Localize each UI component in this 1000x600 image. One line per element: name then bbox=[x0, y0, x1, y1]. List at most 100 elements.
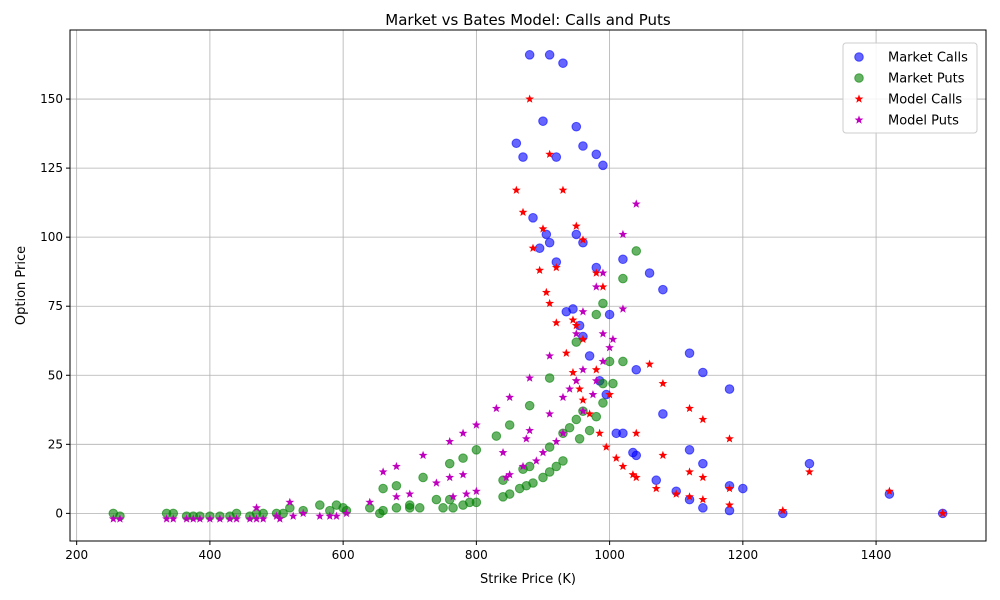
data-point bbox=[571, 414, 582, 425]
data-point bbox=[511, 138, 522, 149]
data-point bbox=[574, 434, 585, 444]
data-point bbox=[258, 514, 268, 523]
data-point bbox=[491, 431, 502, 441]
data-point bbox=[618, 461, 628, 471]
legend-box bbox=[842, 42, 978, 134]
data-point bbox=[618, 229, 628, 239]
data-point bbox=[578, 334, 588, 344]
data-point bbox=[418, 450, 428, 460]
data-point bbox=[445, 472, 455, 482]
data-point bbox=[225, 514, 235, 523]
data-point bbox=[445, 436, 455, 446]
data-point bbox=[578, 365, 588, 374]
data-point bbox=[315, 500, 325, 510]
data-point bbox=[631, 428, 641, 437]
data-point bbox=[725, 483, 734, 493]
data-point bbox=[591, 309, 602, 320]
data-point bbox=[561, 348, 571, 357]
data-point bbox=[578, 406, 588, 415]
data-point bbox=[608, 334, 618, 344]
data-point bbox=[524, 50, 535, 60]
legend-marker bbox=[854, 73, 864, 83]
x-tick-label: 800 bbox=[465, 548, 488, 562]
data-point bbox=[115, 514, 125, 523]
data-point bbox=[551, 152, 562, 162]
data-point bbox=[521, 434, 531, 443]
data-point bbox=[544, 467, 555, 477]
data-point bbox=[698, 367, 708, 378]
data-point bbox=[604, 356, 615, 367]
data-point bbox=[545, 298, 555, 308]
data-point bbox=[325, 511, 335, 520]
data-point bbox=[364, 503, 375, 513]
data-point bbox=[535, 265, 545, 275]
data-point bbox=[608, 378, 618, 389]
data-point bbox=[601, 442, 611, 451]
series-market-calls bbox=[511, 50, 948, 519]
data-point bbox=[541, 287, 551, 297]
y-tick-label: 100 bbox=[40, 230, 63, 244]
data-point bbox=[658, 409, 668, 419]
data-point bbox=[538, 472, 548, 483]
legend: Market Calls Market Puts Model Calls Model … bbox=[842, 42, 978, 134]
data-point bbox=[628, 470, 638, 479]
data-point bbox=[631, 364, 642, 375]
legend-marker bbox=[854, 115, 864, 124]
data-point bbox=[215, 514, 225, 523]
data-point bbox=[598, 378, 608, 389]
data-point bbox=[551, 461, 562, 472]
plot-frame bbox=[69, 29, 987, 542]
data-point bbox=[392, 492, 401, 501]
data-point bbox=[698, 458, 708, 469]
data-point bbox=[182, 514, 191, 523]
data-point bbox=[568, 315, 578, 324]
data-point bbox=[504, 420, 515, 430]
data-point bbox=[598, 356, 608, 366]
data-point bbox=[738, 483, 748, 494]
data-point bbox=[275, 514, 285, 523]
x-tick-label: 200 bbox=[65, 548, 88, 562]
data-point bbox=[598, 298, 608, 309]
data-point bbox=[378, 467, 388, 476]
data-point bbox=[605, 390, 614, 399]
data-point bbox=[651, 483, 661, 493]
data-point bbox=[618, 254, 628, 265]
data-point bbox=[332, 511, 341, 520]
data-point bbox=[591, 149, 602, 160]
data-point bbox=[685, 403, 694, 413]
data-point bbox=[561, 306, 572, 317]
data-point bbox=[698, 472, 708, 482]
data-point bbox=[671, 489, 681, 498]
x-axis-label: Strike Price (K) bbox=[480, 572, 576, 587]
data-point bbox=[571, 121, 582, 132]
data-point bbox=[598, 398, 608, 408]
data-point bbox=[462, 489, 471, 498]
data-point bbox=[232, 514, 241, 523]
x-tick-label: 600 bbox=[332, 548, 355, 562]
data-point bbox=[725, 500, 734, 509]
data-point bbox=[518, 152, 528, 162]
data-point bbox=[598, 160, 608, 171]
data-point bbox=[575, 384, 584, 393]
data-point bbox=[558, 456, 568, 466]
data-point bbox=[501, 472, 511, 482]
data-point bbox=[618, 304, 628, 313]
data-point bbox=[245, 514, 255, 523]
data-point bbox=[571, 221, 581, 230]
series-model-calls bbox=[511, 94, 948, 518]
data-point bbox=[611, 453, 621, 462]
data-point bbox=[551, 262, 561, 272]
data-point bbox=[458, 453, 468, 463]
data-point bbox=[285, 503, 295, 513]
legend-label: Market Calls bbox=[888, 51, 968, 66]
data-point bbox=[595, 428, 604, 437]
data-point bbox=[644, 268, 655, 278]
x-tick-label: 1400 bbox=[861, 548, 892, 562]
data-point bbox=[645, 359, 654, 368]
data-point bbox=[591, 268, 601, 277]
data-point bbox=[444, 458, 455, 469]
data-point bbox=[591, 365, 601, 374]
data-point bbox=[698, 494, 708, 504]
data-point bbox=[405, 489, 415, 498]
